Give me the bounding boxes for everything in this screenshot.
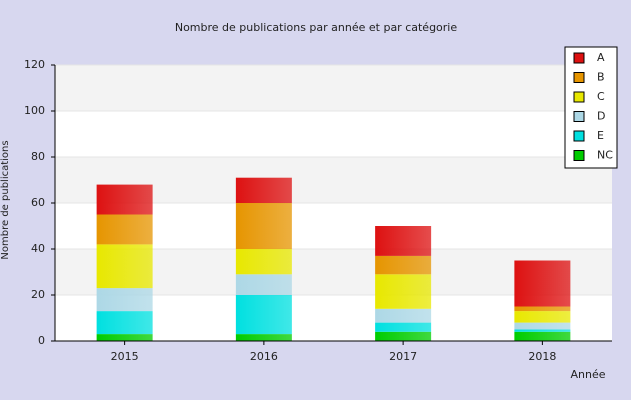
legend-swatch <box>573 72 585 83</box>
bar-segment <box>375 274 432 309</box>
legend-swatch <box>573 52 585 64</box>
bar-segment <box>96 244 153 289</box>
legend-swatch <box>573 150 585 161</box>
x-tick-label: 2017 <box>389 350 417 363</box>
bar-segment <box>235 203 292 249</box>
bar-segment <box>514 322 571 330</box>
legend-label: C <box>597 90 605 103</box>
y-tick-label: 0 <box>38 334 45 347</box>
legend-swatch <box>573 130 585 142</box>
bar-segment <box>235 334 292 341</box>
bar-segment <box>235 177 292 203</box>
bar-segment <box>375 255 432 275</box>
legend-label: E <box>597 129 604 142</box>
x-tick-label: 2016 <box>250 350 278 363</box>
y-tick-label: 20 <box>31 288 45 301</box>
y-tick-label: 120 <box>24 58 45 71</box>
legend-swatch <box>573 111 585 122</box>
legend-box <box>564 46 618 169</box>
y-tick-label: 40 <box>31 242 45 255</box>
y-tick-label: 80 <box>31 150 45 163</box>
legend-swatch <box>573 91 585 103</box>
bar-segment <box>375 226 432 256</box>
bar-segment <box>96 334 153 341</box>
bar-segment <box>235 249 292 275</box>
bar-segment <box>514 306 571 312</box>
bar-segment <box>235 274 292 295</box>
bar-segment <box>375 322 432 332</box>
bar-segment <box>514 260 571 307</box>
chart-title: Nombre de publications par année et par … <box>175 21 458 34</box>
legend-label: D <box>597 110 605 123</box>
grid-band <box>55 65 612 111</box>
x-axis-label: Année <box>570 368 605 381</box>
legend-label: NC <box>597 149 613 162</box>
x-tick-label: 2015 <box>111 350 139 363</box>
y-axis-label: Nombre de publications <box>0 140 11 259</box>
legend-label: A <box>597 51 605 64</box>
bar-segment <box>375 331 432 341</box>
y-tick-label: 60 <box>31 196 45 209</box>
x-tick-label: 2018 <box>528 350 556 363</box>
y-tick-label: 100 <box>24 104 45 117</box>
bar-segment <box>514 311 571 323</box>
bar-segment <box>96 214 153 245</box>
bar-segment <box>235 295 292 335</box>
bar-segment <box>514 329 571 332</box>
bar-segment <box>514 331 571 341</box>
legend-label: B <box>597 71 605 84</box>
bar-segment <box>375 308 432 323</box>
bar-segment <box>96 184 153 215</box>
bar-segment <box>96 288 153 312</box>
bar-segment <box>96 311 153 335</box>
